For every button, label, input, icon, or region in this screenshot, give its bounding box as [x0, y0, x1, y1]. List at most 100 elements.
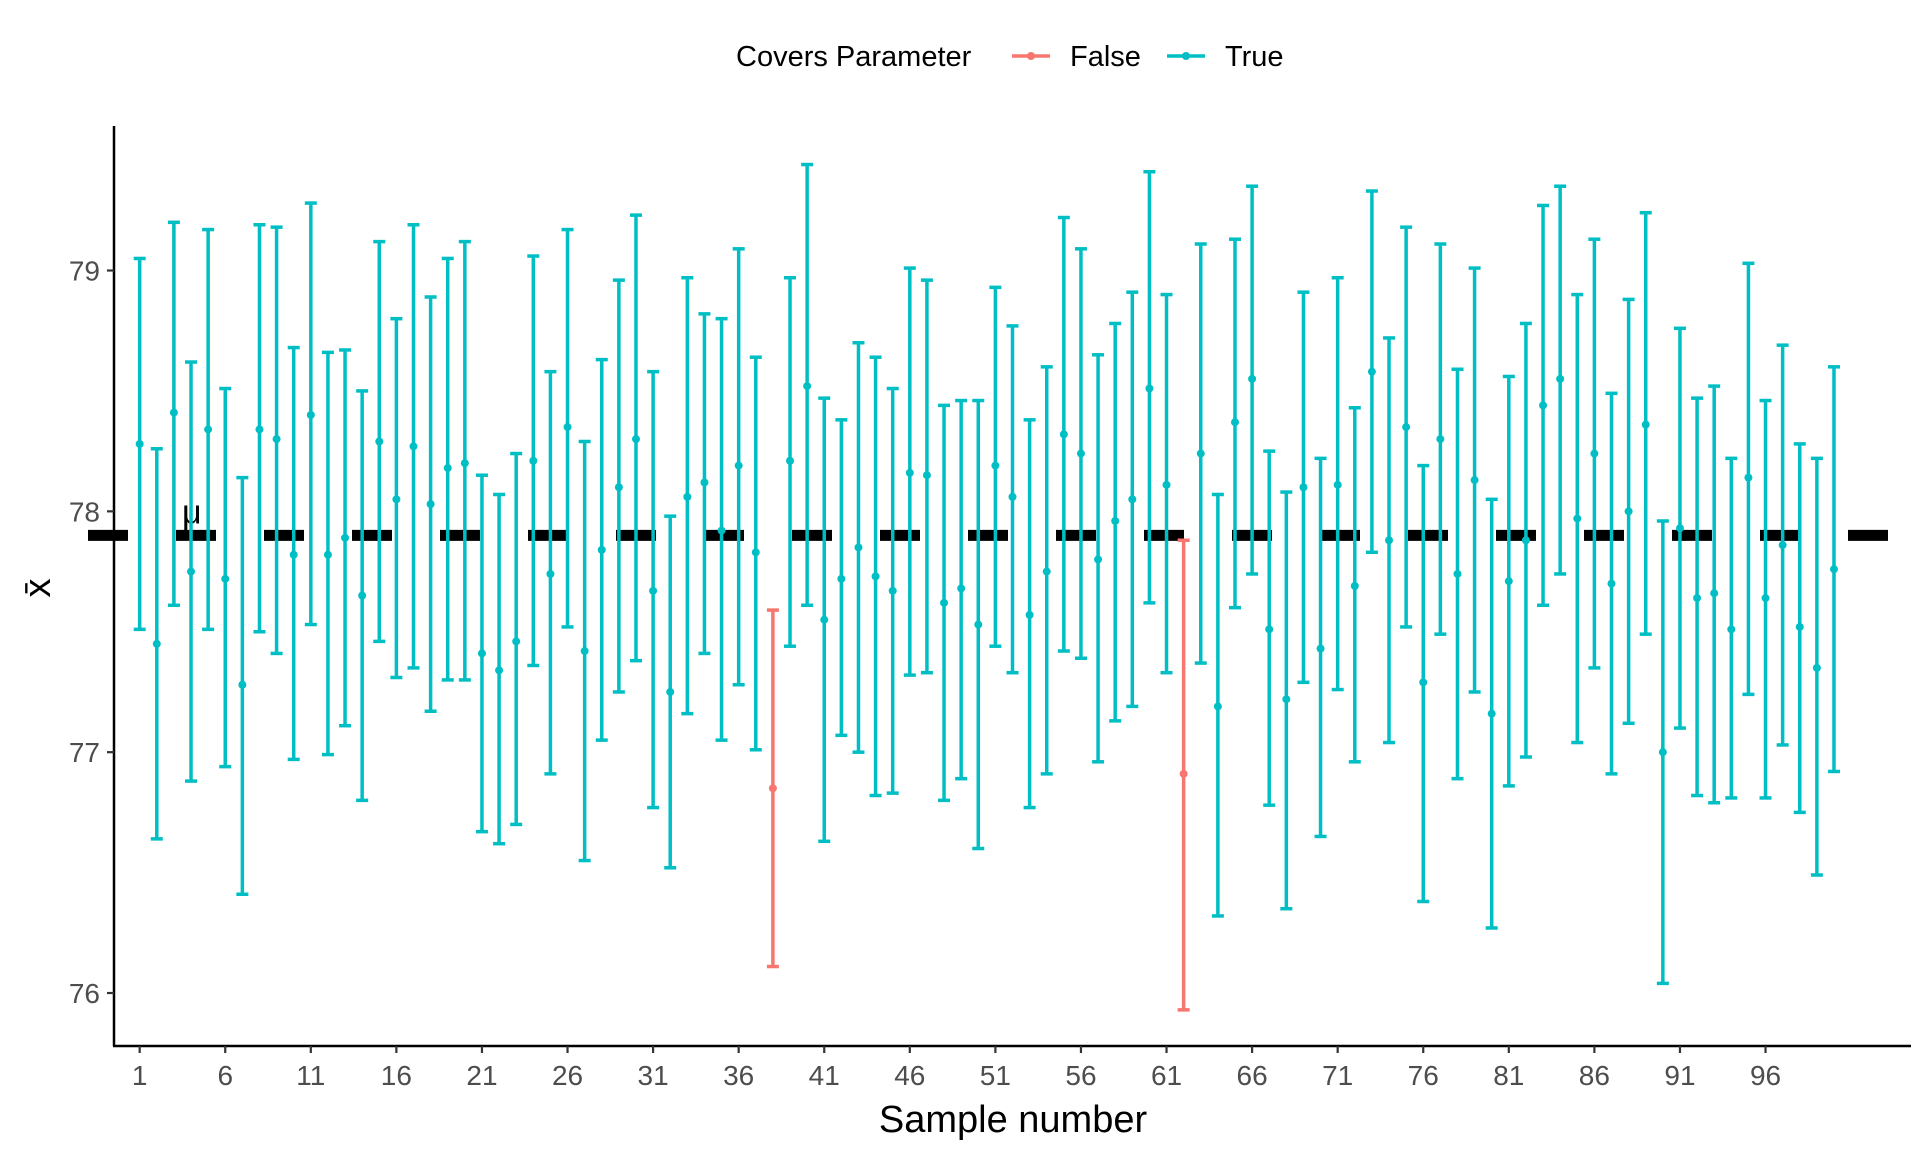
- interval-mean-point: [1521, 536, 1530, 545]
- interval-mean-point: [1316, 644, 1325, 653]
- interval-66: [1246, 184, 1259, 576]
- interval-96: [1759, 398, 1772, 800]
- interval-70: [1314, 456, 1327, 839]
- interval-mean-point: [563, 423, 572, 432]
- interval-53: [1023, 418, 1036, 810]
- interval-mean-point: [1367, 367, 1376, 376]
- interval-mean-point: [1658, 748, 1667, 757]
- interval-98: [1793, 442, 1806, 815]
- interval-48: [938, 403, 951, 803]
- interval-51: [989, 285, 1002, 648]
- legend-label-true: True: [1225, 41, 1284, 73]
- interval-mean-point: [1265, 625, 1274, 634]
- interval-45: [886, 386, 899, 795]
- interval-mean-point: [1829, 565, 1838, 574]
- interval-52: [1006, 324, 1019, 675]
- interval-57: [1092, 353, 1105, 764]
- interval-59: [1126, 290, 1139, 709]
- interval-95: [1742, 261, 1755, 697]
- interval-mean-point: [1248, 374, 1257, 383]
- interval-mean-point: [734, 461, 743, 470]
- interval-40: [801, 162, 814, 608]
- interval-67: [1263, 449, 1276, 807]
- interval-4: [185, 360, 198, 783]
- interval-mean-point: [1042, 567, 1051, 576]
- interval-mean-point: [683, 492, 692, 501]
- interval-mean-point: [1111, 516, 1120, 525]
- interval-5: [202, 227, 215, 632]
- interval-mean-point: [614, 483, 623, 492]
- interval-mean-point: [392, 495, 401, 504]
- interval-mean-point: [1727, 625, 1736, 634]
- interval-mean-point: [649, 586, 658, 595]
- interval-mean-point: [409, 442, 418, 451]
- interval-43: [852, 341, 865, 754]
- interval-mean-point: [1008, 492, 1017, 501]
- interval-mean-point: [871, 572, 880, 581]
- x-tick-label: 16: [381, 1060, 412, 1091]
- interval-mean-point: [1624, 507, 1633, 516]
- interval-38: [766, 608, 779, 969]
- interval-56: [1074, 247, 1087, 661]
- interval-49: [955, 398, 968, 781]
- interval-mean-point: [1778, 541, 1787, 550]
- interval-mean-point: [1453, 569, 1462, 578]
- x-tick-label: 61: [1151, 1060, 1182, 1091]
- x-tick-label: 96: [1750, 1060, 1781, 1091]
- interval-mean-point: [1213, 702, 1222, 711]
- interval-mean-point: [1350, 582, 1359, 590]
- interval-68: [1280, 490, 1293, 911]
- interval-41: [818, 396, 831, 844]
- interval-mean-point: [1675, 524, 1684, 533]
- interval-11: [304, 201, 317, 627]
- interval-mean-point: [905, 468, 914, 477]
- x-tick-label: 6: [217, 1060, 233, 1091]
- interval-31: [647, 369, 660, 810]
- interval-mean-point: [1282, 695, 1291, 704]
- interval-mean-point: [1607, 579, 1616, 588]
- interval-mean-point: [580, 647, 589, 656]
- interval-mean-point: [238, 680, 247, 689]
- interval-65: [1228, 237, 1241, 610]
- interval-mean-point: [1710, 589, 1719, 598]
- interval-mean-point: [529, 456, 538, 465]
- interval-mean-point: [358, 591, 367, 600]
- interval-76: [1417, 463, 1430, 904]
- interval-93: [1708, 384, 1721, 805]
- interval-6: [219, 386, 232, 769]
- x-tick-label: 11: [296, 1060, 325, 1091]
- x-tick-label: 76: [1408, 1060, 1439, 1091]
- interval-mean-point: [1470, 476, 1479, 485]
- x-tick-label: 1: [132, 1060, 148, 1091]
- interval-mean-point: [1573, 514, 1582, 523]
- interval-mean-point: [460, 459, 469, 468]
- interval-mean-point: [1761, 594, 1770, 603]
- interval-72: [1348, 406, 1361, 764]
- y-tick-label: 78: [69, 496, 100, 527]
- y-tick-label: 76: [69, 978, 100, 1009]
- interval-mean-point: [1162, 480, 1171, 489]
- interval-100: [1827, 365, 1840, 774]
- interval-37: [749, 355, 762, 752]
- interval-1: [133, 256, 146, 632]
- interval-3: [167, 220, 180, 608]
- interval-mean-point: [1590, 449, 1599, 458]
- interval-mean-point: [152, 639, 161, 648]
- interval-mean-point: [974, 620, 983, 629]
- interval-80: [1485, 497, 1498, 930]
- y-tick-label: 79: [69, 256, 100, 287]
- x-tick-label: 66: [1237, 1060, 1268, 1091]
- interval-mean-point: [768, 784, 777, 793]
- interval-mean-point: [666, 687, 675, 696]
- interval-mean-point: [1436, 435, 1445, 444]
- interval-75: [1400, 225, 1413, 629]
- interval-mean-point: [1299, 483, 1308, 492]
- x-tick-label: 31: [638, 1060, 669, 1091]
- interval-63: [1194, 242, 1207, 665]
- interval-2: [150, 446, 163, 841]
- interval-18: [424, 295, 437, 713]
- interval-mean-point: [957, 584, 966, 593]
- interval-mean-point: [546, 569, 555, 578]
- interval-84: [1554, 184, 1567, 576]
